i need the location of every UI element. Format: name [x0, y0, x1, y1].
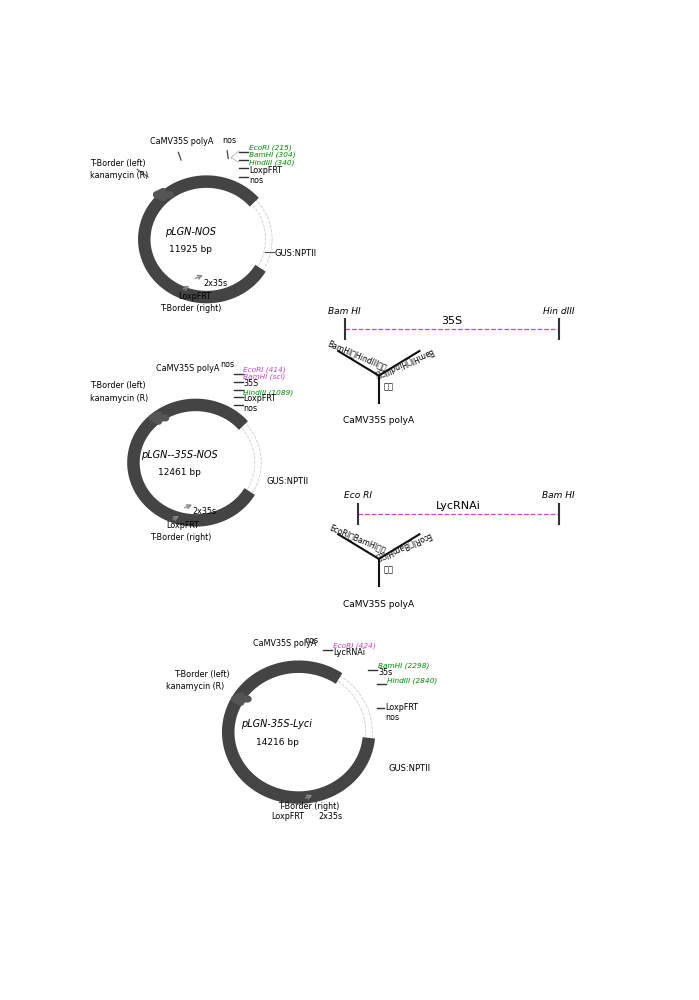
Text: pLGN-35S-Lyci: pLGN-35S-Lyci [241, 719, 312, 729]
Text: nos: nos [222, 136, 236, 145]
Text: GUS:NPTII: GUS:NPTII [275, 249, 317, 258]
Text: kanamycin (R): kanamycin (R) [90, 394, 148, 403]
Text: LoxpFRT: LoxpFRT [166, 521, 199, 530]
Text: 11925 bp: 11925 bp [168, 245, 212, 254]
Text: EcoRI和BamHI酶切: EcoRI和BamHI酶切 [374, 531, 433, 563]
Text: CaMV35S polyA: CaMV35S polyA [150, 137, 214, 146]
Text: CaMV35S polyA: CaMV35S polyA [254, 639, 317, 648]
Text: T-Border (left): T-Border (left) [90, 381, 145, 390]
Text: HindIII (1089): HindIII (1089) [243, 389, 294, 396]
Text: 2x35s: 2x35s [318, 812, 342, 821]
Text: kanamycin (R): kanamycin (R) [166, 682, 224, 691]
Text: 35S: 35S [441, 316, 462, 326]
Text: 12461 bp: 12461 bp [158, 468, 201, 477]
Text: T-Border (right): T-Border (right) [161, 304, 222, 313]
Text: 14216 bp: 14216 bp [256, 738, 298, 747]
Text: nos: nos [249, 176, 263, 185]
Text: Bam HI: Bam HI [542, 491, 575, 500]
Text: HindIII (340): HindIII (340) [249, 160, 294, 166]
Text: HindIII (2840): HindIII (2840) [387, 677, 438, 684]
Text: BamHI (2298): BamHI (2298) [378, 663, 430, 669]
Text: nos: nos [220, 360, 234, 369]
Text: BamHI和HindIII酶切: BamHI和HindIII酶切 [373, 347, 435, 380]
Text: LycRNAi: LycRNAi [333, 648, 366, 657]
Text: LoxpFRT: LoxpFRT [385, 703, 418, 712]
Text: CaMV35S polyA: CaMV35S polyA [343, 600, 415, 609]
Text: LoxpFRT: LoxpFRT [271, 812, 304, 821]
Text: LoxpFRT: LoxpFRT [243, 394, 276, 403]
Text: 2x35s: 2x35s [192, 507, 217, 516]
Text: EcoRI (414): EcoRI (414) [243, 366, 286, 373]
Text: 连接: 连接 [383, 565, 393, 574]
Text: LycRNAi: LycRNAi [436, 501, 481, 511]
Text: BamHI (304): BamHI (304) [249, 152, 296, 158]
Text: LoxpFRT: LoxpFRT [178, 292, 211, 301]
Text: 连接: 连接 [383, 382, 393, 391]
Text: LoxpFRT: LoxpFRT [249, 166, 282, 175]
Text: T-Border (left): T-Border (left) [90, 159, 145, 168]
Text: Hin dIII: Hin dIII [543, 307, 575, 316]
Text: Bam HI: Bam HI [329, 307, 361, 316]
Text: BamHI和HindIII酶切: BamHI和HindIII酶切 [326, 339, 389, 372]
Text: CaMV35S polyA: CaMV35S polyA [156, 364, 219, 373]
Text: CaMV35S polyA: CaMV35S polyA [343, 416, 415, 425]
Text: GUS:NPTII: GUS:NPTII [388, 764, 430, 773]
Text: BamHI (sci): BamHI (sci) [243, 374, 286, 380]
Text: pLGN--35S-NOS: pLGN--35S-NOS [141, 450, 218, 460]
Text: 2x35s: 2x35s [204, 279, 228, 288]
Text: nos: nos [385, 713, 399, 722]
Text: EcoRI (215): EcoRI (215) [249, 144, 291, 151]
Text: nos: nos [304, 636, 318, 645]
Text: GUS:NPTII: GUS:NPTII [266, 477, 308, 486]
Text: nos: nos [243, 404, 257, 413]
Text: 35s: 35s [378, 668, 393, 677]
Text: pLGN-NOS: pLGN-NOS [165, 227, 216, 237]
Text: EcoRI (424): EcoRI (424) [333, 642, 376, 649]
Text: kanamycin (R): kanamycin (R) [90, 171, 148, 180]
Text: Eco RI: Eco RI [344, 491, 373, 500]
Text: T-Border (left): T-Border (left) [174, 670, 230, 679]
Text: 35S: 35S [243, 379, 259, 388]
Text: EcoRI和BamHI酶切: EcoRI和BamHI酶切 [328, 523, 387, 555]
Text: T-Border (right): T-Border (right) [150, 533, 211, 542]
Text: T-Border (right): T-Border (right) [278, 802, 340, 811]
